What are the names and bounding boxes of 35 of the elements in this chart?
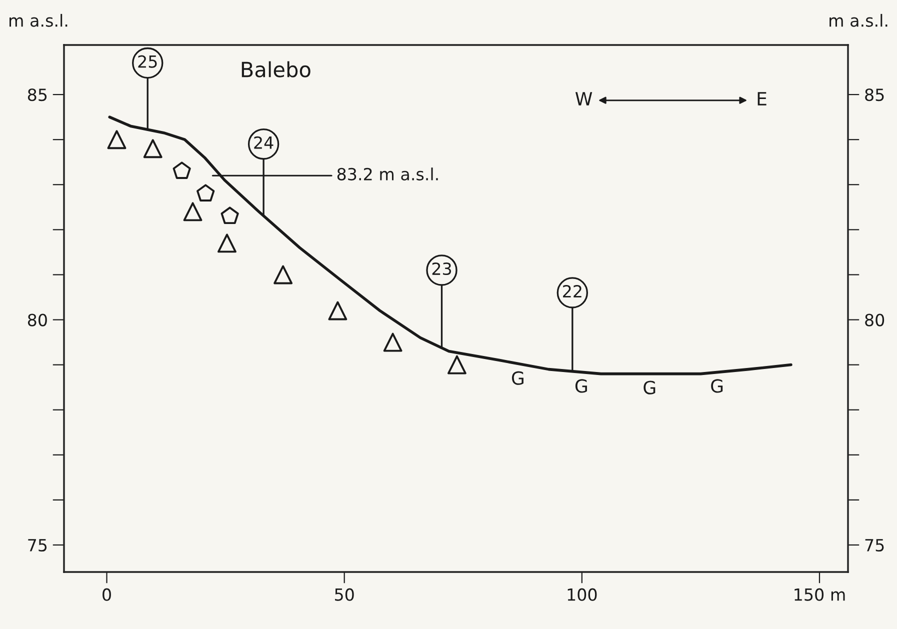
- annotation: 83.2 m a.s.l.: [337, 168, 438, 180]
- point: [274, 265, 293, 284]
- point: [107, 130, 126, 150]
- x-tick-label: 50: [335, 588, 354, 601]
- y2-axis-title: m a.s.l.: [830, 14, 888, 27]
- point: [196, 184, 215, 202]
- x-tick-label: 100: [568, 588, 597, 601]
- point: [172, 162, 191, 179]
- point: [447, 355, 466, 374]
- y-tick-label: 85: [28, 88, 47, 102]
- y-axis-title: m a.s.l.: [10, 14, 68, 27]
- point: [183, 202, 202, 222]
- annotation: G: [711, 379, 723, 393]
- y2-tick-label: 85: [865, 88, 884, 102]
- y2-tick-label: 80: [865, 314, 884, 326]
- annotation: E: [758, 92, 766, 106]
- text: Balebo: [242, 61, 310, 78]
- y2-tick-label: 75: [865, 539, 884, 552]
- x-tick-label: 0: [102, 588, 111, 601]
- x-tick-label: 150 m: [794, 588, 845, 601]
- y-tick-label: 75: [28, 539, 47, 552]
- annotation: 23: [432, 262, 452, 276]
- point: [383, 332, 402, 352]
- annotation: G: [644, 380, 656, 394]
- annotation: 22: [563, 284, 582, 298]
- point: [143, 139, 162, 158]
- annotation: 25: [138, 55, 157, 68]
- annotation: W: [575, 92, 592, 106]
- y-tick-label: 80: [28, 314, 47, 326]
- annotation: 24: [254, 136, 274, 149]
- annotation: G: [512, 371, 524, 385]
- point: [220, 206, 239, 224]
- point: [328, 301, 348, 320]
- annotation: G: [575, 379, 587, 393]
- point: [217, 234, 236, 253]
